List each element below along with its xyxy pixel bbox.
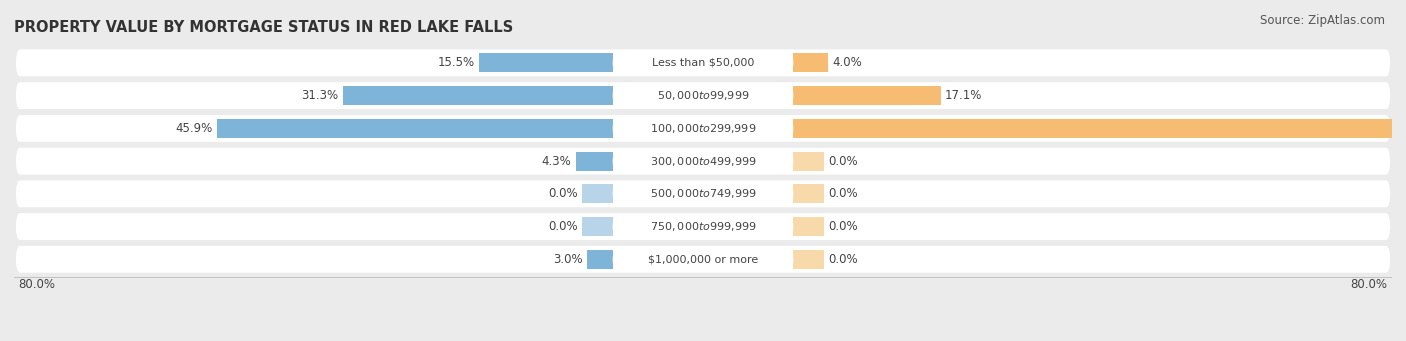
Text: 0.0%: 0.0% — [548, 187, 578, 201]
Text: 80.0%: 80.0% — [1351, 278, 1388, 291]
Text: 17.1%: 17.1% — [945, 89, 983, 102]
Bar — [586, 250, 613, 269]
Bar — [793, 152, 824, 170]
Text: 0.0%: 0.0% — [828, 154, 858, 168]
Text: $50,000 to $99,999: $50,000 to $99,999 — [657, 89, 749, 102]
Bar — [793, 250, 824, 269]
Text: 0.0%: 0.0% — [828, 187, 858, 201]
FancyBboxPatch shape — [613, 152, 793, 170]
Text: 15.5%: 15.5% — [437, 56, 475, 70]
FancyBboxPatch shape — [15, 115, 1391, 142]
Text: Source: ZipAtlas.com: Source: ZipAtlas.com — [1260, 14, 1385, 27]
Bar — [218, 119, 613, 138]
Text: $750,000 to $999,999: $750,000 to $999,999 — [650, 220, 756, 233]
Text: $100,000 to $299,999: $100,000 to $299,999 — [650, 122, 756, 135]
FancyBboxPatch shape — [15, 148, 1391, 175]
Text: 80.0%: 80.0% — [18, 278, 55, 291]
Text: Less than $50,000: Less than $50,000 — [652, 58, 754, 68]
Text: 0.0%: 0.0% — [828, 220, 858, 233]
Bar — [582, 217, 613, 236]
Bar — [793, 54, 828, 72]
FancyBboxPatch shape — [15, 180, 1391, 207]
FancyBboxPatch shape — [15, 246, 1391, 273]
FancyBboxPatch shape — [613, 119, 793, 138]
Text: $1,000,000 or more: $1,000,000 or more — [648, 254, 758, 264]
FancyBboxPatch shape — [613, 86, 793, 105]
Text: 31.3%: 31.3% — [302, 89, 339, 102]
Text: $300,000 to $499,999: $300,000 to $499,999 — [650, 154, 756, 168]
Text: 4.3%: 4.3% — [541, 154, 571, 168]
Text: $500,000 to $749,999: $500,000 to $749,999 — [650, 187, 756, 201]
FancyBboxPatch shape — [613, 217, 793, 236]
Text: 4.0%: 4.0% — [832, 56, 862, 70]
Bar — [793, 184, 824, 203]
Bar — [575, 152, 613, 170]
FancyBboxPatch shape — [613, 250, 793, 269]
FancyBboxPatch shape — [15, 49, 1391, 76]
FancyBboxPatch shape — [15, 213, 1391, 240]
Bar — [793, 119, 1406, 138]
Bar — [479, 54, 613, 72]
FancyBboxPatch shape — [15, 82, 1391, 109]
Text: PROPERTY VALUE BY MORTGAGE STATUS IN RED LAKE FALLS: PROPERTY VALUE BY MORTGAGE STATUS IN RED… — [14, 19, 513, 34]
Bar — [793, 217, 824, 236]
Bar — [582, 184, 613, 203]
FancyBboxPatch shape — [613, 54, 793, 72]
Bar — [793, 86, 941, 105]
Text: 0.0%: 0.0% — [828, 253, 858, 266]
Text: 45.9%: 45.9% — [176, 122, 212, 135]
Text: 3.0%: 3.0% — [553, 253, 582, 266]
Text: 0.0%: 0.0% — [548, 220, 578, 233]
Bar — [343, 86, 613, 105]
FancyBboxPatch shape — [613, 184, 793, 203]
